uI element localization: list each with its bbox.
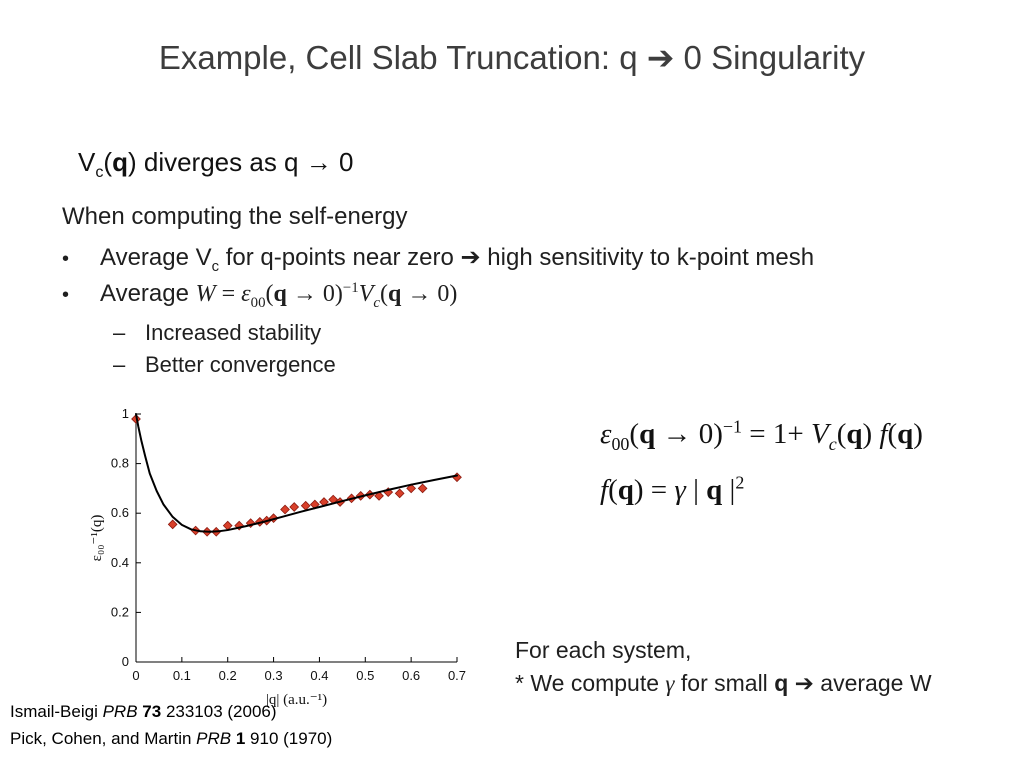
sub-bullet-convergence-text: Better convergence (145, 352, 336, 377)
svg-text:0.8: 0.8 (111, 456, 129, 471)
eps-inverse-equation: ε00(q → 0)−1 = 1+ Vc(q) f(q) (600, 416, 923, 454)
svg-text:0.2: 0.2 (219, 668, 237, 683)
svg-text:|q| (a.u.⁻¹): |q| (a.u.⁻¹) (266, 692, 327, 708)
slide-title: Example, Cell Slab Truncation: q ➔ 0 Sin… (158, 39, 866, 76)
svg-text:0.2: 0.2 (111, 604, 129, 619)
svg-text:0.5: 0.5 (356, 668, 374, 683)
f-of-q-equation: f(q) = γ | q |2 (600, 472, 745, 506)
vc-diverges-equation: Vc(q) diverges as q → 0 (78, 147, 354, 182)
svg-text:0.7: 0.7 (448, 668, 466, 683)
sub-bullet-stability: – Increased stability (113, 320, 321, 346)
bullet-average-w-text: Average W = ε00(q → 0)−1Vc(q → 0) (100, 280, 458, 311)
sub-bullet-convergence: – Better convergence (113, 352, 336, 378)
svg-text:0: 0 (132, 668, 139, 683)
reference-1: Ismail-Beigi PRB 73 233103 (2006) (10, 702, 277, 721)
svg-text:0: 0 (122, 654, 129, 669)
bullet-marker: • (62, 248, 70, 270)
svg-text:0.1: 0.1 (173, 668, 191, 683)
svg-text:ε₀₀⁻¹(q): ε₀₀⁻¹(q) (89, 515, 105, 562)
reference-2: Pick, Cohen, and Martin PRB 1 910 (1970) (10, 729, 333, 748)
sub-bullet-stability-text: Increased stability (145, 320, 322, 345)
dash-marker: – (113, 352, 126, 377)
bullet-marker: • (62, 284, 70, 306)
svg-text:0.4: 0.4 (310, 668, 328, 683)
svg-text:0.6: 0.6 (402, 668, 420, 683)
svg-text:0.4: 0.4 (111, 555, 129, 570)
svg-text:1: 1 (122, 406, 129, 421)
svg-text:0.3: 0.3 (265, 668, 283, 683)
note-line-2: * We compute γ for small q ➔ average W (515, 670, 932, 697)
bullet-average-vc: • Average Vc for q-points near zero ➔ hig… (62, 243, 815, 275)
body-intro: When computing the self-energy (62, 203, 408, 230)
dash-marker: – (113, 320, 126, 345)
bullet-average-vc-text: Average Vc for q-points near zero ➔ high… (100, 243, 815, 275)
epsilon-inverse-chart: 0 0.1 0.2 0.3 0.4 0.5 0.6 0.7 0 0.2 0.4 0.6 0.8 1 |q| … (88, 400, 473, 717)
svg-text:0.6: 0.6 (111, 505, 129, 520)
note-line-1: For each system, (515, 637, 692, 663)
bullet-average-w: • Average W = ε00(q → 0)−1Vc(q → 0) (62, 280, 458, 311)
